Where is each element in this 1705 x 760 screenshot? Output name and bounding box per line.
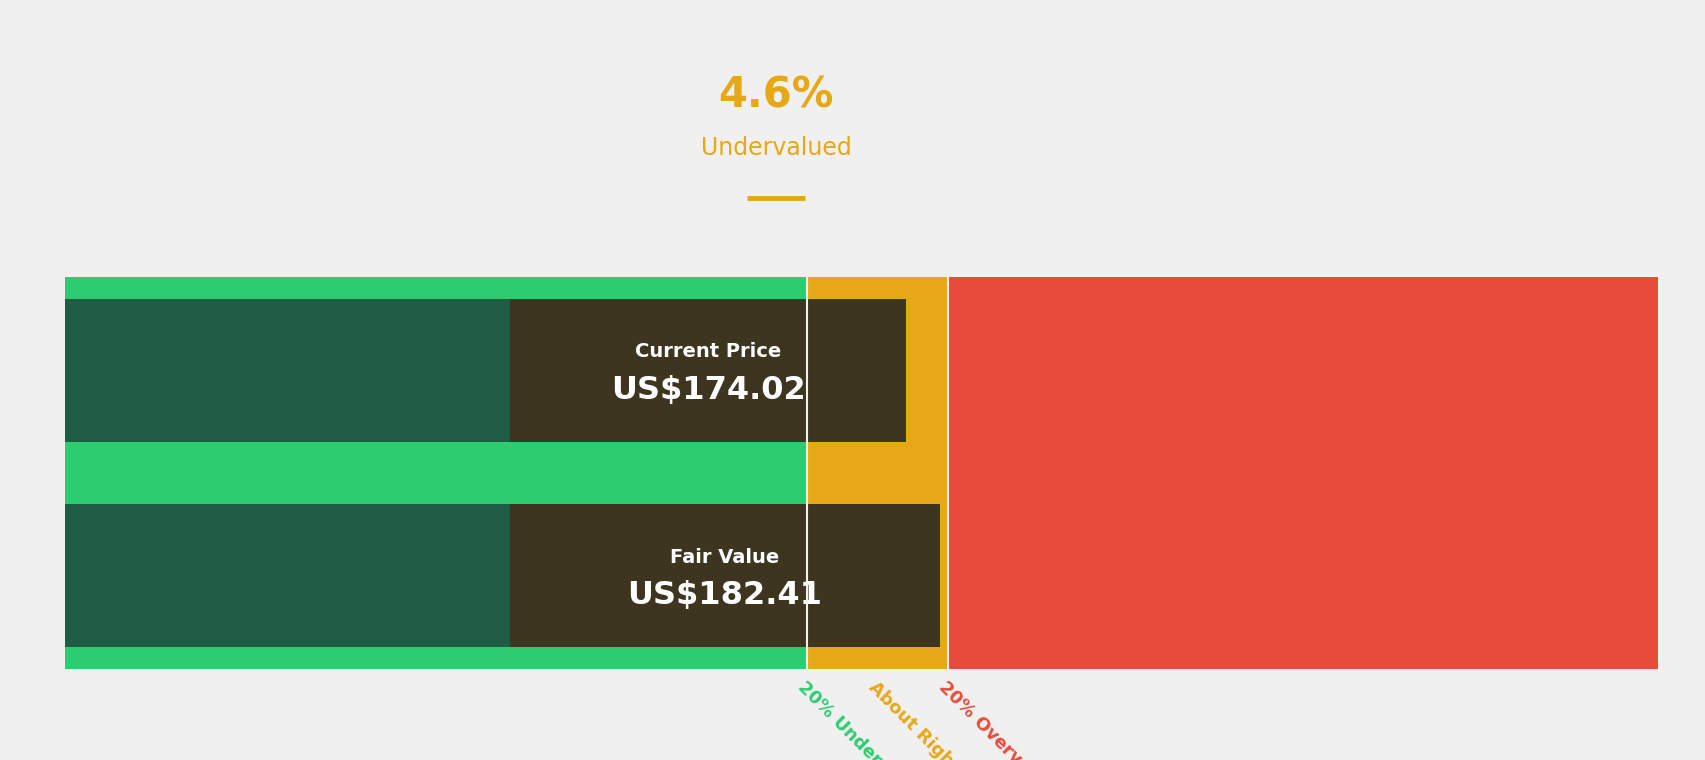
Bar (65, 299, 806, 442)
Text: Fair Value: Fair Value (670, 548, 779, 567)
Bar (65, 505, 806, 648)
Bar (65, 277, 806, 299)
Bar (806, 277, 946, 669)
Bar (65, 483, 806, 505)
Text: 20% Overvalued: 20% Overvalued (934, 678, 1064, 760)
Bar (510, 299, 905, 442)
Text: About Right: About Right (864, 678, 962, 760)
Text: 20% Undervalued: 20% Undervalued (795, 678, 933, 760)
Bar (65, 277, 806, 669)
Bar (946, 277, 1657, 669)
Text: US$182.41: US$182.41 (627, 581, 822, 611)
Text: Undervalued: Undervalued (701, 136, 851, 160)
Bar (510, 505, 939, 648)
Text: Current Price: Current Price (634, 342, 781, 361)
Text: 4.6%: 4.6% (718, 74, 834, 116)
Bar (65, 648, 806, 669)
Text: US$174.02: US$174.02 (610, 375, 805, 406)
Bar (65, 442, 806, 464)
